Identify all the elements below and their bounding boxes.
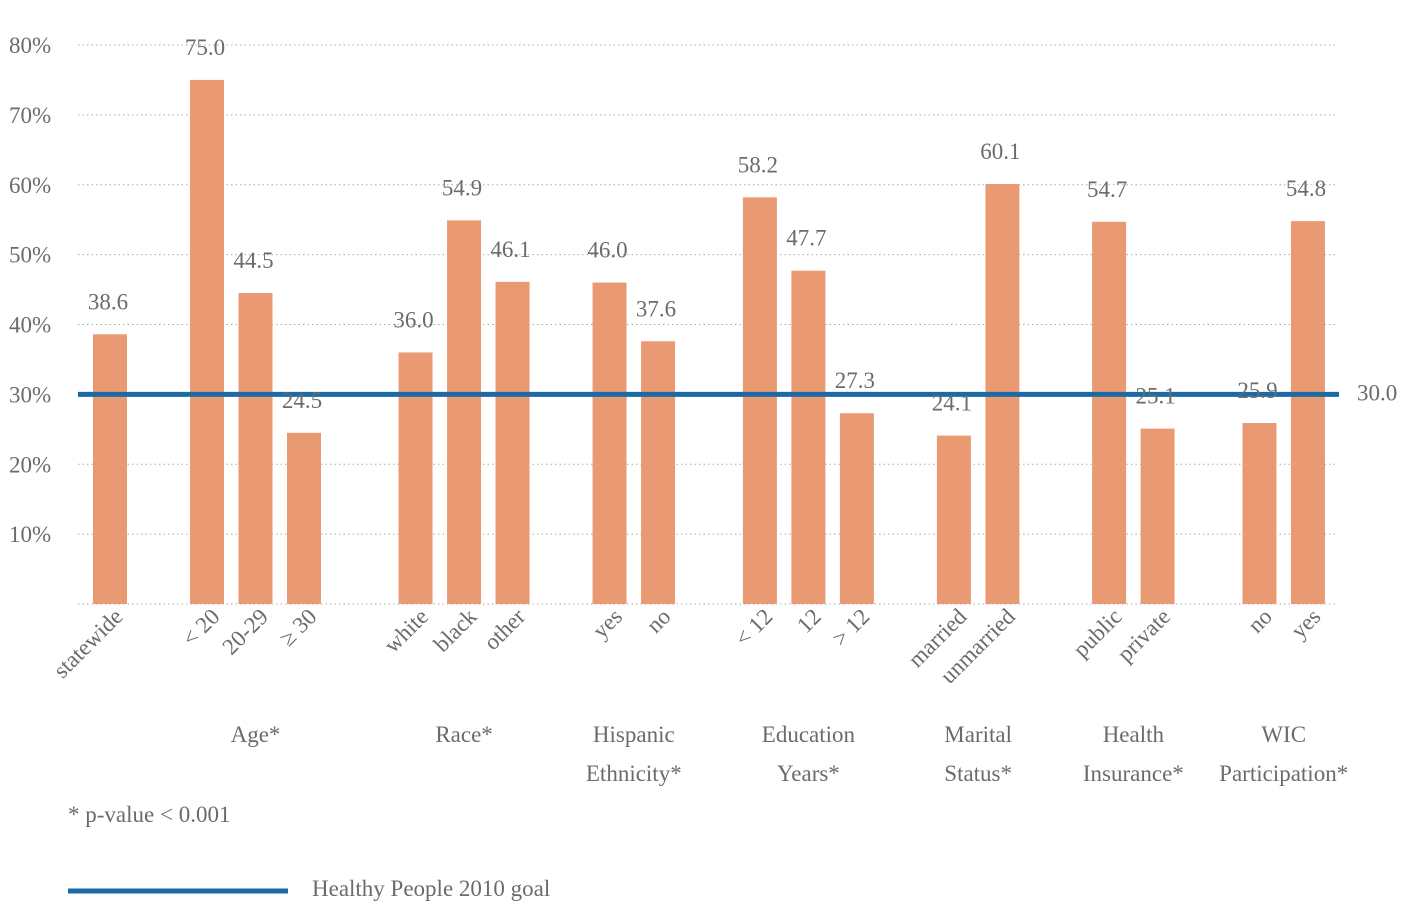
group-label: Participation* [1219,761,1348,786]
data-label: 47.7 [786,226,826,251]
data-label: 27.3 [835,368,875,393]
bar [936,435,971,604]
data-label: 25.9 [1237,378,1277,403]
y-tick-label: 10% [9,522,51,547]
bar [287,432,321,604]
y-tick-label: 60% [9,173,51,198]
x-tick-label: 20-29 [217,604,273,660]
data-label: 25.1 [1135,384,1175,409]
bar [398,352,433,604]
data-label: 60.1 [980,139,1020,164]
group-label: Status* [944,761,1012,786]
group-label: Marital [944,722,1012,747]
bar [592,282,627,604]
x-tick-label: ≥ 30 [275,604,322,651]
data-label: 36.0 [393,307,433,332]
group-label: Education [762,722,856,747]
x-tick-label: < 12 [730,604,777,651]
data-label: 44.5 [233,248,273,273]
x-tick-label: < 20 [177,604,224,651]
footnote: * p-value < 0.001 [68,802,230,827]
data-label: 54.8 [1286,176,1326,201]
group-label: Ethnicity* [586,761,682,786]
x-tick-label: statewide [48,604,127,683]
bar [742,197,777,604]
bar [495,281,530,604]
data-label: 54.7 [1087,177,1127,202]
x-tick-label: white [379,604,433,658]
x-tick-label: no [642,604,676,638]
y-tick-label: 70% [9,103,51,128]
x-tick-label: yes [588,604,627,643]
bar-layer [93,79,1325,605]
x-tick-label: private [1112,604,1175,667]
legend: Healthy People 2010 goal [68,876,550,901]
group-label: Insurance* [1083,761,1184,786]
data-label: 38.6 [88,289,128,314]
bar [1092,221,1127,604]
data-label: 24.5 [282,388,322,413]
x-tick-label: > 12 [827,604,874,651]
y-tick-label: 50% [9,243,51,268]
y-tick-label: 30% [9,382,51,407]
bar [1140,428,1175,604]
x-tick-label: 12 [792,604,826,638]
group-label: Age* [231,722,281,747]
data-label: 24.1 [932,391,972,416]
group-label: Hispanic [593,722,675,747]
y-tick-label: 20% [9,452,51,477]
data-label: 54.9 [442,175,482,200]
data-label: 46.1 [490,237,530,262]
data-label: 37.6 [636,296,676,321]
bar [641,341,676,604]
bar [1242,423,1277,604]
goal-value-label: 30.0 [1357,380,1397,405]
x-tick-label: black [429,604,482,657]
bar [1290,221,1325,604]
group-label: Years* [777,761,840,786]
y-tick-label: 80% [9,33,51,58]
group-label: Race* [435,722,492,747]
bar [238,293,273,604]
group-label: Health [1103,722,1165,747]
group-label: WIC [1261,722,1306,747]
x-tick-label: no [1243,604,1277,638]
bar [93,334,127,604]
legend-goal-label: Healthy People 2010 goal [312,876,550,901]
bar [839,413,874,604]
y-tick-label: 40% [9,313,51,338]
data-label: 75.0 [185,35,225,60]
x-tick-label: yes [1286,604,1325,643]
x-tick-label: other [479,604,530,655]
bar [791,270,826,604]
bar [190,79,224,604]
data-label: 58.2 [738,152,778,177]
data-label: 46.0 [587,238,627,263]
bar [447,220,482,605]
